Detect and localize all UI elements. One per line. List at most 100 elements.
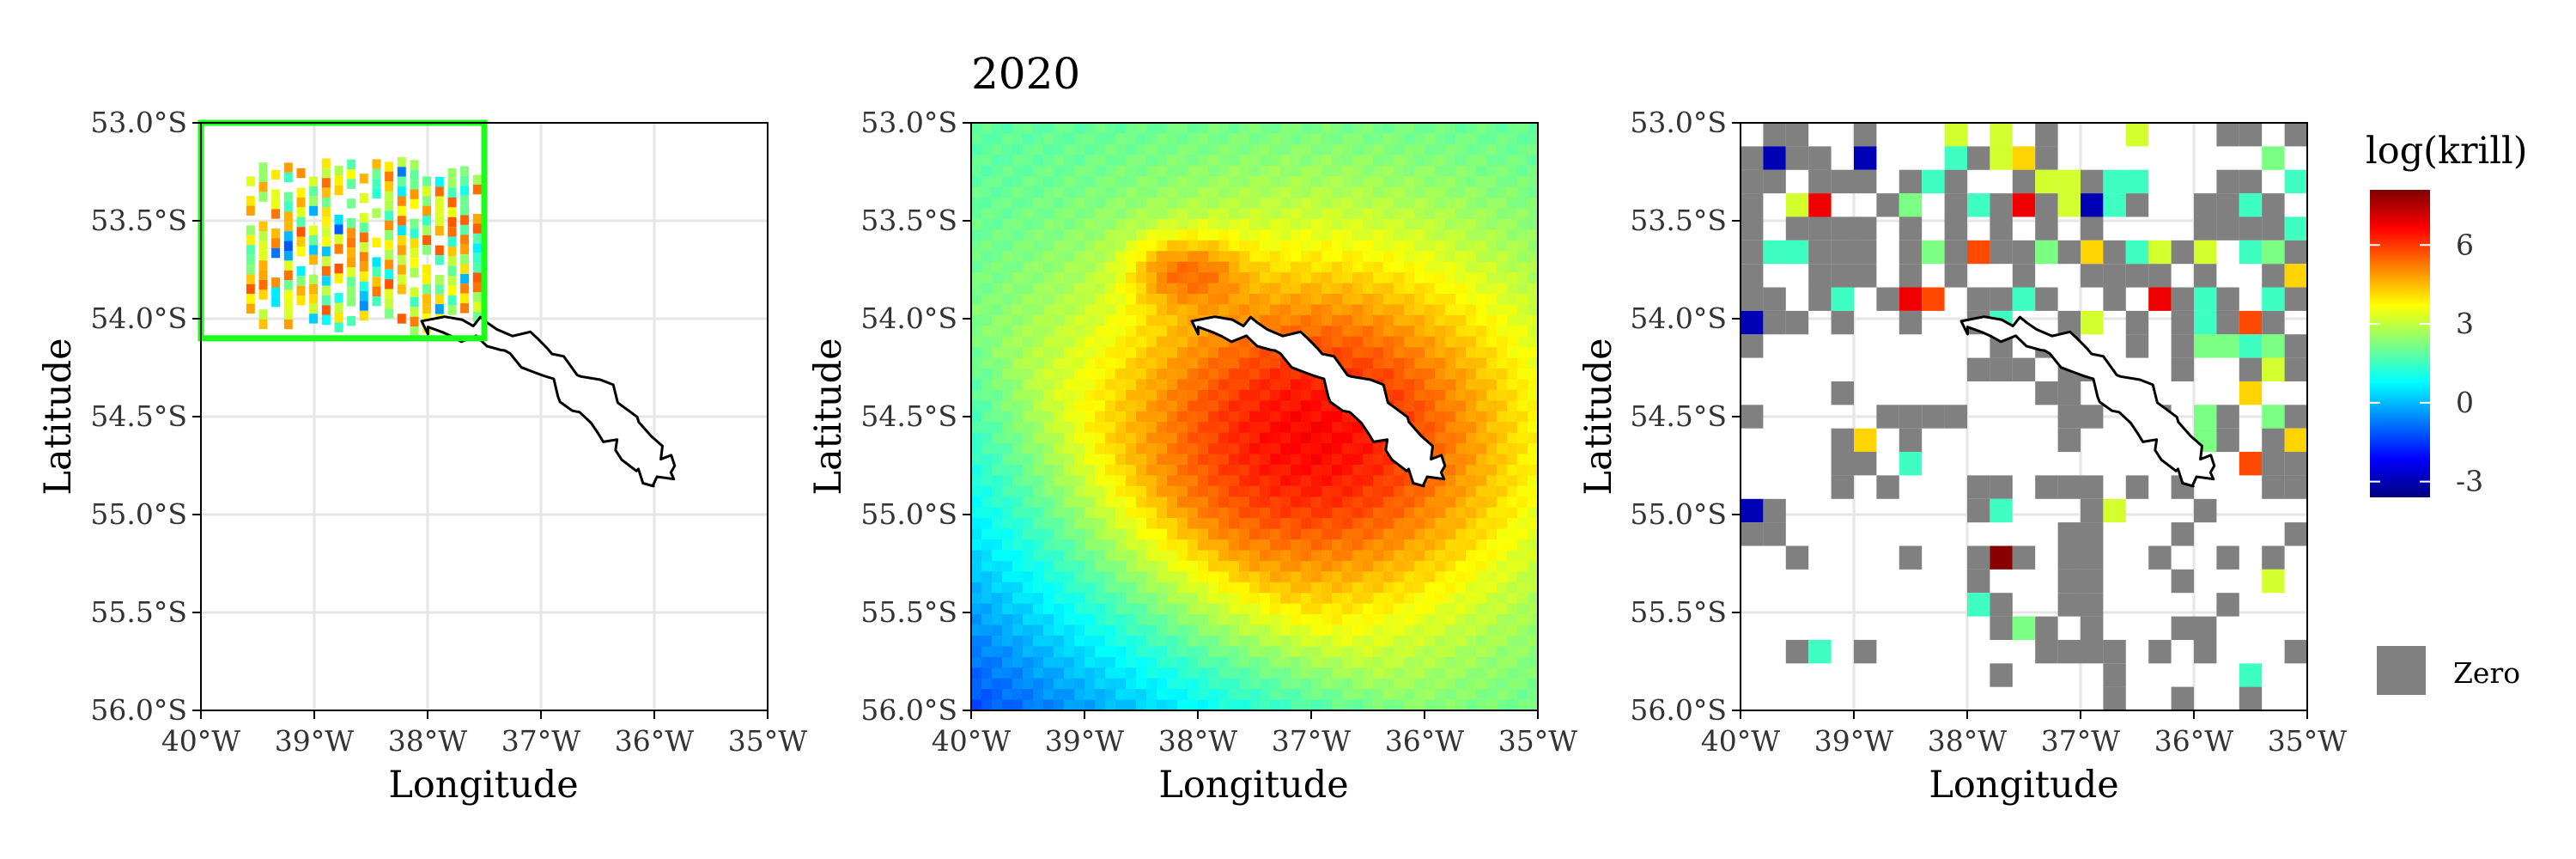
field-cell [1528, 539, 1538, 551]
field-cell [1229, 165, 1240, 177]
field-cell [1291, 389, 1302, 401]
field-cell [1311, 400, 1322, 412]
field-cell [1157, 518, 1168, 530]
colorbar-title: log(krill) [2366, 130, 2528, 173]
field-cell [1126, 186, 1137, 198]
field-cell [1064, 443, 1075, 455]
field-cell [1177, 314, 1188, 326]
field-cell [1229, 656, 1240, 668]
field-cell [1033, 411, 1044, 423]
field-cell [1425, 326, 1436, 338]
field-cell [1445, 314, 1456, 326]
field-cell [1342, 539, 1353, 551]
field-cell [1332, 240, 1343, 252]
field-cell [1486, 143, 1498, 155]
field-cell [1414, 411, 1425, 423]
field-cell [1126, 143, 1137, 155]
y-tick-label: 56.0°S [860, 693, 957, 727]
field-cell [1404, 539, 1415, 551]
field-cell [1270, 143, 1281, 155]
field-cell [1064, 143, 1075, 155]
field-cell [1126, 656, 1137, 668]
field-cell [1270, 198, 1281, 210]
field-cell [1404, 176, 1415, 188]
field-cell [1229, 251, 1240, 263]
field-cell [1497, 283, 1508, 295]
field-cell [1033, 518, 1044, 530]
field-cell [1105, 155, 1116, 167]
field-cell [1373, 582, 1384, 594]
field-cell [1363, 347, 1374, 359]
survey-cell [434, 304, 444, 314]
field-cell [1311, 635, 1322, 647]
field-cell [1208, 550, 1219, 562]
zero-cell [1808, 264, 1832, 288]
field-cell [1157, 143, 1168, 155]
field-cell [1352, 699, 1364, 710]
field-cell [1291, 155, 1302, 167]
y-tick-label: 55.0°S [1630, 497, 1727, 531]
field-cell [1208, 218, 1219, 230]
field-cell [1157, 497, 1168, 509]
field-cell [1486, 582, 1498, 594]
field-cell [1126, 336, 1137, 348]
field-cell [1095, 326, 1106, 338]
field-cell [1033, 539, 1044, 551]
zero-cell [2057, 381, 2081, 405]
field-cell [1270, 497, 1281, 509]
field-cell [1218, 475, 1230, 487]
field-cell [1373, 550, 1384, 562]
survey-cell [472, 184, 482, 195]
field-cell [1280, 635, 1291, 647]
value-cell [2284, 264, 2307, 288]
field-cell [1394, 571, 1405, 583]
field-cell [1208, 155, 1219, 167]
field-cell [1198, 528, 1209, 540]
field-cell [1177, 656, 1188, 668]
field-cell [1321, 603, 1333, 615]
field-cell [1146, 357, 1157, 369]
zero-cell [2103, 686, 2126, 710]
field-cell [1352, 294, 1364, 305]
field-cell [1486, 465, 1498, 476]
survey-cell [472, 223, 482, 234]
field-cell [1301, 155, 1312, 167]
field-cell [1342, 465, 1353, 476]
field-cell [971, 133, 982, 145]
field-cell [1012, 357, 1024, 369]
field-cell [1023, 443, 1034, 455]
field-cell [1332, 528, 1343, 540]
field-cell [1023, 198, 1034, 210]
field-cell [1301, 208, 1312, 220]
field-cell [1208, 507, 1219, 519]
field-cell [1270, 422, 1281, 434]
field-cell [1383, 689, 1394, 701]
survey-cell [283, 192, 293, 202]
field-cell [1507, 272, 1518, 284]
field-cell [1363, 143, 1374, 155]
field-cell [1342, 667, 1353, 679]
field-cell [1352, 123, 1364, 134]
field-cell [1033, 304, 1044, 316]
field-cell [1425, 176, 1436, 188]
survey-cell [359, 222, 368, 233]
field-cell [1363, 485, 1374, 497]
field-cell [1311, 507, 1322, 519]
field-cell [1414, 635, 1425, 647]
field-cell [992, 165, 1003, 177]
survey-cell [258, 172, 268, 182]
field-cell [1033, 379, 1044, 391]
y-tick-label: 53.0°S [1630, 106, 1727, 139]
field-cell [1373, 261, 1384, 273]
zero-cell [2148, 545, 2172, 570]
value-cell [1899, 287, 1923, 311]
field-cell [1239, 635, 1250, 647]
field-cell [1249, 294, 1261, 305]
field-cell [1352, 261, 1364, 273]
field-cell [1394, 155, 1405, 167]
field-cell [1260, 314, 1271, 326]
field-cell [1383, 593, 1394, 605]
zero-cell [1944, 193, 1967, 217]
field-cell [1466, 582, 1477, 594]
field-cell [1363, 593, 1374, 605]
